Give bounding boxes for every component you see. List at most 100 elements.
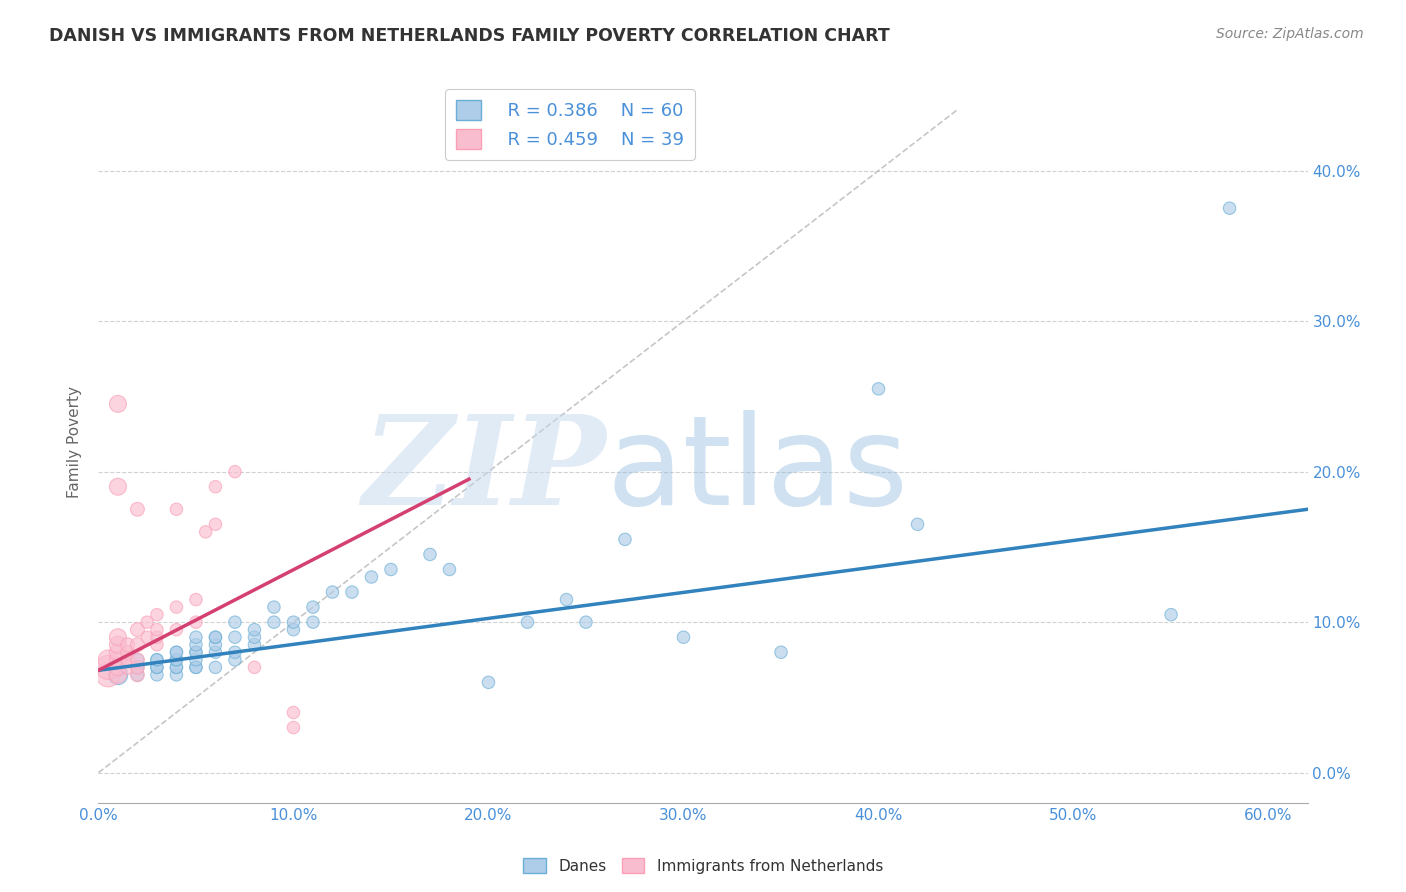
Point xyxy=(127,638,149,652)
Point xyxy=(127,668,149,682)
Point xyxy=(107,668,129,682)
Point xyxy=(136,615,159,630)
Point xyxy=(184,660,207,674)
Point xyxy=(321,585,343,599)
Point xyxy=(165,660,187,674)
Point xyxy=(146,668,169,682)
Point xyxy=(360,570,382,584)
Point xyxy=(283,623,305,637)
Point xyxy=(204,630,226,644)
Point xyxy=(127,623,149,637)
Point xyxy=(146,653,169,667)
Point xyxy=(165,660,187,674)
Point xyxy=(146,653,169,667)
Point xyxy=(263,600,285,615)
Point xyxy=(107,668,129,682)
Point xyxy=(184,653,207,667)
Point xyxy=(117,645,139,659)
Point xyxy=(243,638,266,652)
Point xyxy=(224,630,246,644)
Point xyxy=(769,645,792,659)
Point xyxy=(127,653,149,667)
Point xyxy=(165,623,187,637)
Point xyxy=(439,562,461,576)
Point xyxy=(555,592,578,607)
Point xyxy=(107,397,129,411)
Text: ZIP: ZIP xyxy=(363,409,606,532)
Point xyxy=(165,653,187,667)
Point xyxy=(419,548,441,562)
Point xyxy=(204,517,226,532)
Point xyxy=(127,660,149,674)
Point xyxy=(165,645,187,659)
Legend: Danes, Immigrants from Netherlands: Danes, Immigrants from Netherlands xyxy=(517,852,889,880)
Point xyxy=(107,653,129,667)
Point xyxy=(204,645,226,659)
Y-axis label: Family Poverty: Family Poverty xyxy=(67,385,83,498)
Point xyxy=(127,660,149,674)
Point xyxy=(107,638,129,652)
Legend:   R = 0.386    N = 60,   R = 0.459    N = 39: R = 0.386 N = 60, R = 0.459 N = 39 xyxy=(446,89,695,160)
Point xyxy=(224,645,246,659)
Point xyxy=(136,630,159,644)
Point xyxy=(146,607,169,622)
Point xyxy=(224,615,246,630)
Point xyxy=(194,524,217,539)
Point xyxy=(97,660,120,674)
Point xyxy=(477,675,499,690)
Point xyxy=(184,645,207,659)
Point xyxy=(127,502,149,516)
Point xyxy=(224,653,246,667)
Point xyxy=(302,600,325,615)
Point xyxy=(672,630,695,644)
Point xyxy=(107,660,129,674)
Point xyxy=(146,660,169,674)
Point xyxy=(575,615,598,630)
Point xyxy=(1219,201,1241,215)
Point xyxy=(243,623,266,637)
Point xyxy=(107,660,129,674)
Point xyxy=(97,668,120,682)
Point xyxy=(283,615,305,630)
Point xyxy=(107,645,129,659)
Point xyxy=(165,668,187,682)
Point xyxy=(340,585,363,599)
Point xyxy=(380,562,402,576)
Point xyxy=(117,638,139,652)
Point xyxy=(184,645,207,659)
Point xyxy=(165,502,187,516)
Point xyxy=(146,630,169,644)
Point xyxy=(117,660,139,674)
Point xyxy=(224,465,246,479)
Point xyxy=(263,615,285,630)
Point xyxy=(283,706,305,720)
Point xyxy=(868,382,890,396)
Point xyxy=(184,660,207,674)
Point xyxy=(302,615,325,630)
Point xyxy=(127,660,149,674)
Point xyxy=(243,630,266,644)
Point xyxy=(97,653,120,667)
Point xyxy=(107,630,129,644)
Point xyxy=(184,630,207,644)
Point xyxy=(127,668,149,682)
Text: atlas: atlas xyxy=(606,410,908,531)
Point xyxy=(146,623,169,637)
Point xyxy=(614,533,637,547)
Point xyxy=(107,480,129,494)
Text: Source: ZipAtlas.com: Source: ZipAtlas.com xyxy=(1216,27,1364,41)
Point xyxy=(146,638,169,652)
Point xyxy=(204,630,226,644)
Point xyxy=(165,653,187,667)
Point xyxy=(204,480,226,494)
Point xyxy=(283,721,305,735)
Point xyxy=(184,615,207,630)
Point xyxy=(516,615,538,630)
Point xyxy=(184,592,207,607)
Text: DANISH VS IMMIGRANTS FROM NETHERLANDS FAMILY POVERTY CORRELATION CHART: DANISH VS IMMIGRANTS FROM NETHERLANDS FA… xyxy=(49,27,890,45)
Point xyxy=(184,638,207,652)
Point xyxy=(165,600,187,615)
Point xyxy=(127,653,149,667)
Point xyxy=(165,645,187,659)
Point xyxy=(1160,607,1182,622)
